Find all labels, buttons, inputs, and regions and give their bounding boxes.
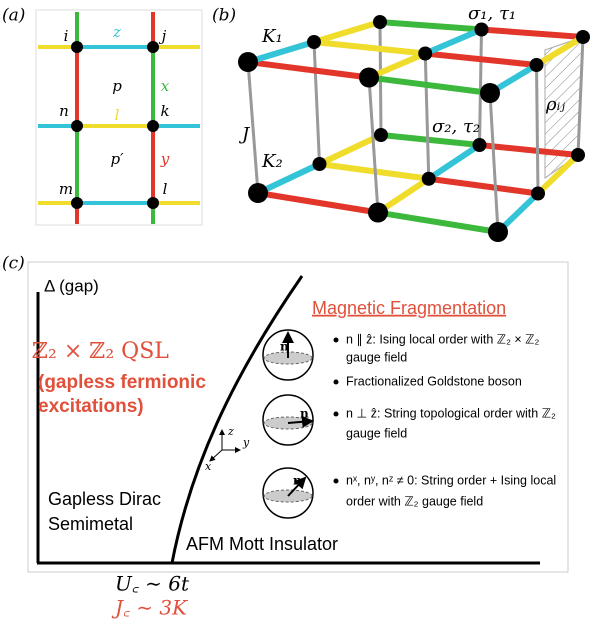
site: [488, 222, 508, 242]
axis-label: x: [205, 460, 212, 473]
bond: [314, 42, 425, 54]
bond-label: y: [160, 150, 170, 168]
site: [368, 203, 388, 223]
plaquette-label: p′: [110, 150, 124, 168]
bullet-text: n ∥ ẑ: Ising local order with ℤ₂ × ℤ₂: [346, 332, 539, 346]
site: [147, 120, 159, 132]
bullet-text: n ⊥ ẑ: String topological order with ℤ₂: [346, 406, 556, 420]
site: [480, 83, 500, 103]
interlayer-bond: [425, 54, 429, 179]
bullet: [334, 479, 339, 484]
arrow-label: n: [293, 474, 302, 488]
bond: [258, 193, 378, 213]
bullet: [334, 338, 339, 343]
site: [307, 35, 321, 49]
lattice-label: σ₂, τ₂: [432, 116, 480, 137]
site: [373, 15, 387, 29]
site: [147, 197, 159, 209]
panel-label: (b): [212, 6, 236, 26]
arrow-label: n: [280, 340, 289, 354]
bond: [380, 22, 482, 30]
site-label: l: [163, 180, 168, 198]
critical-j: J꜀ ∼ 3K: [111, 596, 188, 620]
lattice-label: K₁: [261, 26, 283, 47]
phase-label: Gapless Dirac: [48, 489, 161, 509]
site: [71, 197, 83, 209]
site: [147, 41, 159, 53]
qsl-note: (gapless fermionic: [38, 372, 206, 393]
bond: [429, 179, 538, 194]
arrow-label: n: [300, 407, 309, 421]
lattice-label: σ₁, τ₁: [468, 3, 516, 24]
site: [238, 52, 258, 72]
lattice-label: K₂: [261, 151, 283, 172]
interlayer-bond: [369, 78, 378, 213]
qsl-label: ℤ₂ × ℤ₂ QSL: [32, 339, 169, 364]
site: [248, 183, 268, 203]
lattice-label: ρᵢⱼ: [545, 94, 565, 115]
site: [422, 172, 436, 186]
bullet-text: gauge field: [346, 350, 407, 364]
site: [71, 120, 83, 132]
site: [374, 128, 388, 142]
panel-label: (c): [2, 254, 25, 274]
interlayer-bond: [537, 65, 539, 194]
site: [418, 47, 432, 61]
bullet-text: Fractionalized Goldstone boson: [346, 374, 522, 388]
panel-b: (b) K₁ σ₁, τ₁ J K₂ σ₂, τ₂ ρᵢⱼ: [212, 3, 590, 242]
bullet: [334, 380, 339, 385]
site: [359, 68, 379, 88]
site: [576, 30, 590, 44]
site-label: n: [59, 102, 69, 120]
bond-label: z: [112, 23, 121, 41]
panel-label: (a): [2, 6, 25, 26]
bond: [378, 213, 498, 233]
interlayer-bond: [314, 42, 320, 164]
bond: [369, 78, 490, 94]
interlayer-bond: [490, 93, 498, 232]
lattice-label: J: [238, 124, 251, 145]
site: [475, 23, 489, 37]
bullet-text: nˣ, nʸ, nᶻ ≠ 0: String order + Ising loc…: [346, 473, 556, 487]
y-axis-label: Δ (gap): [44, 276, 99, 295]
bond-label: l: [115, 106, 120, 124]
site: [531, 187, 545, 201]
site-label: k: [160, 102, 169, 120]
axis-label: z: [227, 425, 234, 438]
qsl-note: excitations): [38, 396, 144, 417]
axis-label: y: [242, 436, 250, 449]
fragmentation-title: Magnetic Fragmentation: [312, 298, 506, 318]
critical-u: U꜀ ∼ 6t: [115, 572, 190, 596]
site: [530, 58, 544, 72]
site-label: m: [59, 180, 73, 198]
bond-label: x: [161, 77, 170, 95]
bond: [482, 30, 584, 38]
site: [71, 41, 83, 53]
site-label: i: [64, 27, 69, 45]
phase-label: AFM Mott Insulator: [186, 534, 338, 554]
interlayer-bond: [248, 62, 258, 193]
bullet-text: order with ℤ₂ gauge field: [346, 494, 483, 508]
bond: [429, 145, 480, 179]
site: [313, 157, 327, 171]
plaquette-label: p: [112, 77, 122, 95]
site: [473, 138, 487, 152]
bullet: [334, 412, 339, 417]
figure: (a)ijnkmlzxlypp′ (b)K₁σ₁, τ₁JK₂σ₂, τ₂ρᵢⱼ…: [0, 0, 593, 625]
site: [571, 148, 585, 162]
bond: [248, 62, 369, 78]
phase-label: Semimetal: [48, 514, 133, 534]
bullet-text: gauge field: [346, 426, 407, 440]
bond: [314, 22, 380, 42]
bond: [425, 30, 481, 54]
